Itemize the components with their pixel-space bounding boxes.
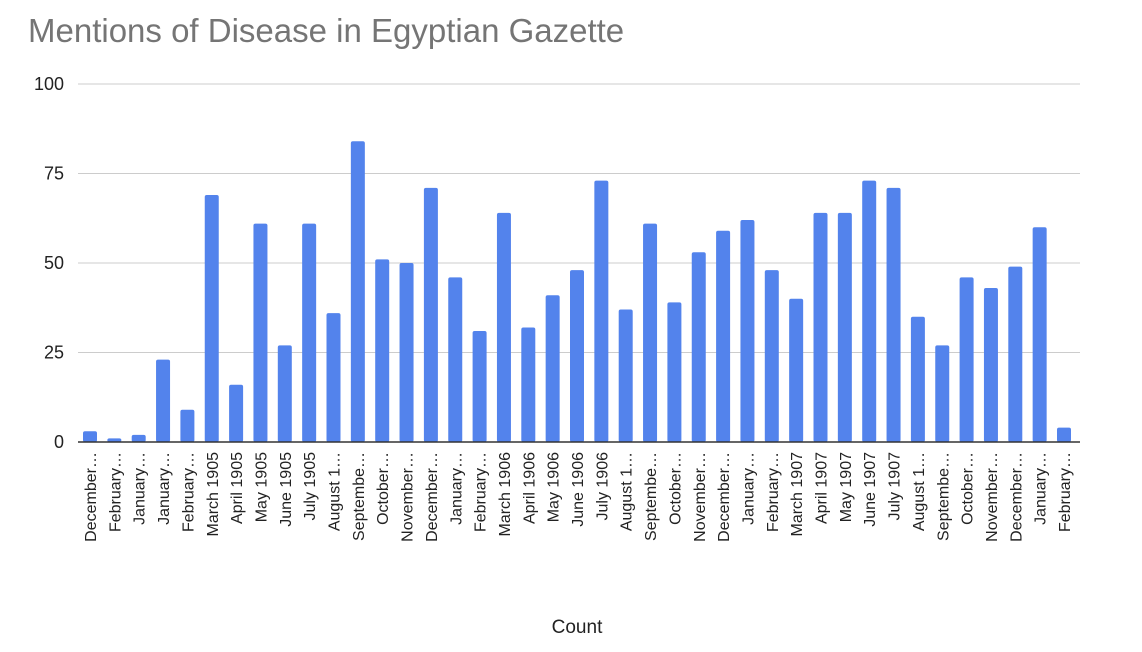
bar (448, 277, 463, 442)
x-tick-label: February… (1057, 452, 1074, 532)
bar (618, 309, 633, 442)
bar (643, 223, 658, 442)
x-tick-label: July 1907 (887, 452, 904, 521)
x-tick-label: October… (960, 452, 977, 525)
x-tick-label: December… (83, 452, 100, 542)
x-tick-label: November… (400, 452, 417, 542)
bar (107, 438, 122, 442)
bar (326, 313, 341, 442)
bar (350, 141, 365, 442)
y-tick-label: 50 (44, 253, 64, 273)
x-tick-label: January… (448, 452, 465, 525)
x-tick-label: August 1… (619, 452, 636, 531)
bar (837, 212, 852, 442)
bar (764, 270, 779, 442)
x-tick-label: Septembe… (351, 452, 368, 541)
x-tick-label: March 1907 (789, 452, 806, 537)
bar (813, 212, 828, 442)
bar (399, 263, 414, 442)
x-tick-label: May 1905 (253, 452, 270, 522)
x-tick-label: Septembe… (935, 452, 952, 541)
x-tick-label: March 1905 (205, 452, 222, 537)
x-tick-label: January… (156, 452, 173, 525)
x-tick-label: November… (692, 452, 709, 542)
bar (691, 252, 706, 442)
x-tick-label: February… (180, 452, 197, 532)
bar (83, 431, 97, 442)
bar (594, 180, 609, 442)
y-tick-label: 75 (44, 164, 64, 184)
x-tick-label: July 1905 (302, 452, 319, 521)
x-axis-title: Count (552, 617, 603, 638)
bar (156, 359, 171, 442)
bar (1032, 227, 1047, 442)
x-tick-label: January… (132, 452, 149, 525)
bar (570, 270, 584, 442)
x-tick-label: August 1… (911, 452, 928, 531)
bar (302, 223, 317, 442)
bar (910, 316, 925, 442)
x-tick-label: April 1907 (814, 452, 831, 524)
bar (277, 345, 292, 442)
bar (959, 277, 974, 442)
x-tick-label: January… (740, 452, 757, 525)
bar (180, 409, 195, 442)
bar (886, 187, 901, 442)
y-tick-label: 100 (34, 74, 64, 94)
y-tick-label: 25 (44, 343, 64, 363)
x-tick-label: January… (1033, 452, 1050, 525)
x-tick-label: December… (1008, 452, 1025, 542)
x-tick-label: June 1906 (570, 452, 587, 527)
x-tick-label: February… (107, 452, 124, 532)
x-tick-label: December… (716, 452, 733, 542)
x-tick-label: October… (667, 452, 684, 525)
bar (983, 288, 998, 442)
bar (789, 298, 804, 442)
bar (496, 212, 511, 442)
x-tick-label: March 1906 (497, 452, 514, 537)
bar (1008, 266, 1023, 442)
x-tick-label: February… (765, 452, 782, 532)
x-tick-label: May 1907 (838, 452, 855, 522)
chart-title: Mentions of Disease in Egyptian Gazette (28, 12, 625, 49)
x-tick-label: April 1906 (521, 452, 538, 524)
bar (740, 220, 755, 442)
x-tick-label: July 1906 (594, 452, 611, 521)
bar (1057, 427, 1071, 442)
x-tick-label: August 1… (327, 452, 344, 531)
x-tick-label: December… (424, 452, 441, 542)
x-tick-label: February… (473, 452, 490, 532)
bar (521, 327, 536, 442)
x-tick-labels: December… February… January… January… Februa… (83, 452, 1074, 542)
x-tick-label: May 1906 (546, 452, 563, 522)
bar (253, 223, 268, 442)
bars (83, 141, 1071, 442)
x-tick-label: June 1905 (278, 452, 295, 527)
x-tick-label: Septembe… (643, 452, 660, 541)
bar (131, 434, 146, 442)
y-tick-label: 0 (54, 432, 64, 452)
bar (423, 187, 438, 442)
x-tick-label: April 1905 (229, 452, 246, 524)
bar (204, 194, 219, 442)
bar (667, 302, 682, 442)
bar (935, 345, 950, 442)
bar (862, 180, 877, 442)
bar (472, 331, 487, 442)
bar (716, 230, 731, 442)
y-tick-labels: 0 25 50 75 100 (34, 74, 64, 452)
x-tick-label: November… (984, 452, 1001, 542)
bar (229, 384, 244, 442)
bar (545, 295, 560, 442)
bar (375, 259, 390, 442)
x-tick-label: June 1907 (862, 452, 879, 527)
x-tick-label: October… (375, 452, 392, 525)
